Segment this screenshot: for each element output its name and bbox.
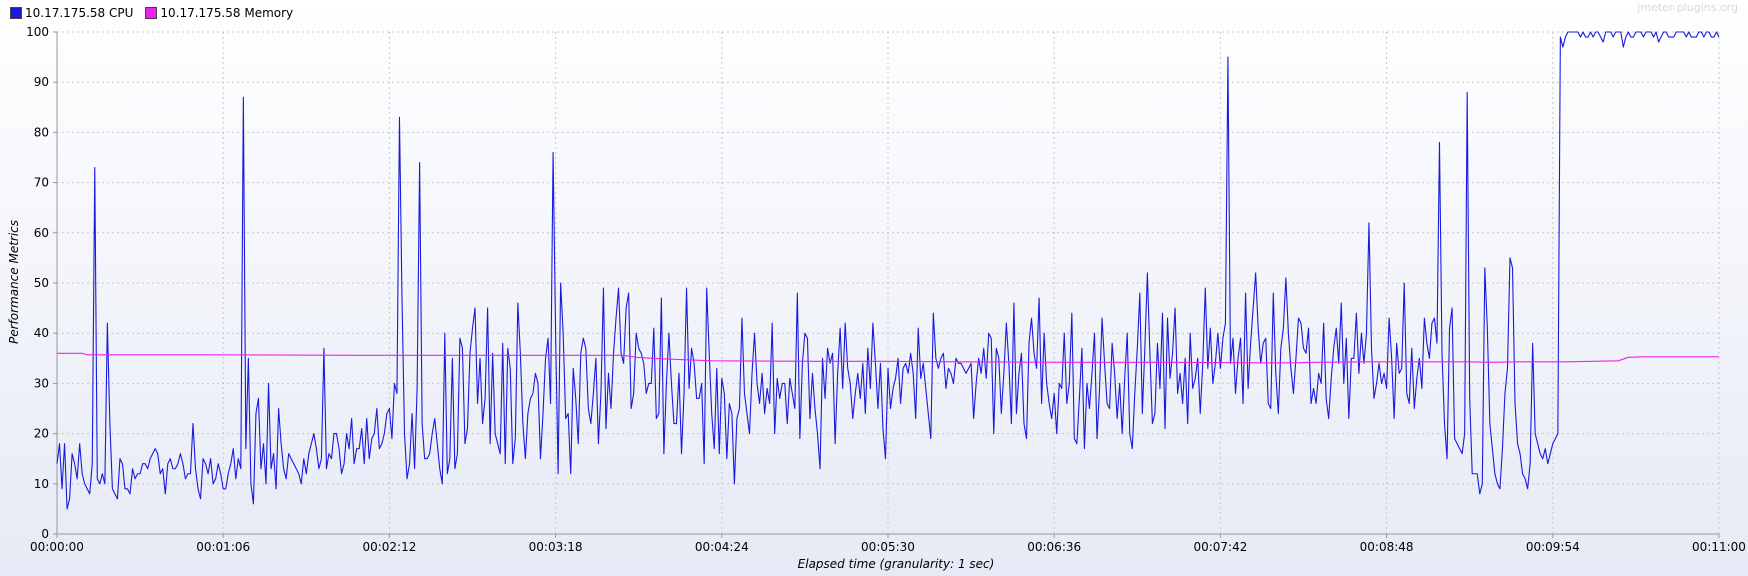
y-tick-label: 20 [34,427,49,441]
x-tick-label: 00:07:42 [1193,540,1247,554]
x-tick-label: 00:03:18 [529,540,583,554]
x-tick-label: 00:04:24 [695,540,749,554]
legend-label-memory: 10.17.175.58 Memory [160,6,294,20]
x-tick-label: 00:11:00 [1692,540,1746,554]
series-line-memory [57,352,1719,364]
legend-swatch-cpu [10,7,22,19]
y-tick-label: 40 [34,326,49,340]
x-tick-label: 00:01:06 [196,540,250,554]
grid-lines [57,31,1720,534]
x-tick-label: 00:06:36 [1027,540,1081,554]
y-tick-label: 50 [34,276,49,290]
y-tick-label: 80 [34,125,49,139]
x-tick-label: 00:00:00 [30,540,84,554]
y-tick-label: 10 [34,477,49,491]
y-tick-label: 0 [41,527,49,541]
x-tick-label: 00:02:12 [362,540,416,554]
x-tick-label: 00:09:54 [1526,540,1580,554]
axes: 0 10 20 30 40 50 60 70 80 90 100 00:00:00 00:01:06 00… [26,25,1746,554]
legend-swatch-memory [145,7,158,19]
series-line-cpu [56,31,1720,510]
y-axis-label: Performance Metrics [7,220,21,344]
y-tick-label: 60 [34,226,49,240]
x-axis-label: Elapsed time (granularity: 1 sec) [798,557,995,571]
x-tick-label: 00:08:48 [1360,540,1414,554]
series-group [56,31,1720,510]
x-tick-label: 00:05:30 [861,540,915,554]
watermark-text: jmeter-plugins.org [1637,1,1738,14]
axis-labels: Elapsed time (granularity: 1 sec) Perfor… [7,220,994,571]
y-tick-label: 100 [26,25,49,39]
legend-item-memory: 10.17.175.58 Memory [145,6,293,20]
legend-label-cpu: 10.17.175.58 CPU [25,6,134,20]
y-tick-label: 70 [34,176,49,190]
legend: 10.17.175.58 CPU 10.17.175.58 Memory [10,6,299,20]
legend-item-cpu: 10.17.175.58 CPU [10,6,133,20]
y-tick-label: 90 [34,75,49,89]
y-tick-label: 30 [34,376,49,390]
